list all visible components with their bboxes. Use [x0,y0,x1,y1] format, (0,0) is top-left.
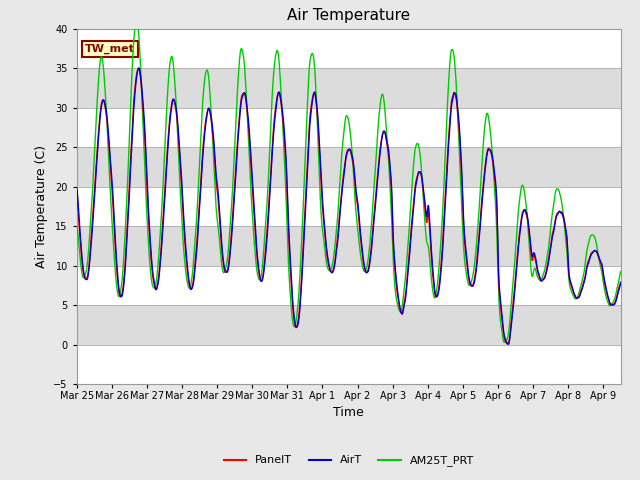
Bar [77,108,621,147]
X-axis label: Time: Time [333,407,364,420]
Legend: PanelT, AirT, AM25T_PRT: PanelT, AirT, AM25T_PRT [220,451,478,471]
Bar [77,187,621,226]
Title: Air Temperature: Air Temperature [287,9,410,24]
Bar [77,345,621,384]
Bar [77,147,621,187]
Bar [77,305,621,345]
Bar [77,29,621,68]
Bar [77,68,621,108]
Bar [77,226,621,265]
Y-axis label: Air Temperature (C): Air Temperature (C) [35,145,48,268]
Text: TW_met: TW_met [85,44,135,54]
Bar [77,265,621,305]
